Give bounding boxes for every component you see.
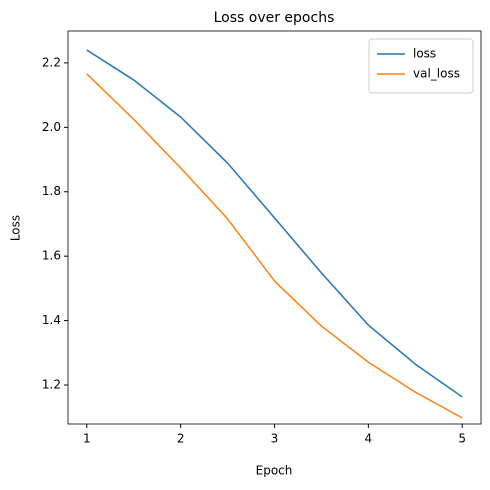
line bbox=[86, 73, 463, 419]
legend-label: val_loss bbox=[413, 67, 460, 81]
y-tick-label: 2.0 bbox=[42, 120, 61, 134]
y-tick-label: 1.6 bbox=[42, 249, 61, 263]
chart-title: Loss over epochs bbox=[214, 10, 335, 26]
y-tick-label: 1.2 bbox=[42, 378, 61, 392]
y-tick-label: 1.4 bbox=[42, 313, 61, 327]
x-tick-label: 3 bbox=[271, 432, 279, 446]
x-axis-label: Epoch bbox=[256, 464, 293, 478]
line bbox=[86, 49, 463, 398]
y-axis-label: Loss bbox=[9, 215, 23, 241]
legend-box bbox=[368, 38, 474, 94]
x-tick-label: 2 bbox=[177, 432, 185, 446]
y-tick-label: 1.8 bbox=[42, 184, 61, 198]
x-tick-label: 4 bbox=[365, 432, 373, 446]
x-tick-label: 1 bbox=[83, 432, 91, 446]
y-tick-label: 2.2 bbox=[42, 55, 61, 69]
legend-label: loss bbox=[413, 47, 436, 61]
x-tick-label: 5 bbox=[458, 432, 466, 446]
